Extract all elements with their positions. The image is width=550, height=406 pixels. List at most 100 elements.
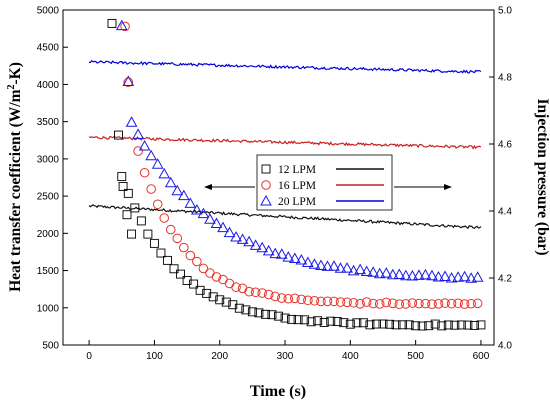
hc-point — [263, 289, 274, 300]
hc-point — [450, 320, 460, 330]
x-tick-label: 600 — [473, 351, 490, 362]
hc-point — [138, 139, 151, 151]
pressure-lines — [88, 59, 482, 230]
hc-point — [463, 320, 473, 330]
arrow-left — [204, 184, 255, 190]
hc-point — [290, 293, 300, 304]
hc-point — [276, 293, 287, 303]
hc-point — [440, 298, 450, 308]
hc-point — [115, 19, 128, 31]
hc-point — [358, 318, 368, 328]
hc-point — [293, 315, 303, 325]
y-right-tick-label: 4.2 — [498, 274, 512, 285]
hc-point — [169, 264, 179, 274]
hc-point — [210, 217, 223, 228]
pressure-line — [89, 59, 482, 74]
hc-point — [387, 298, 398, 309]
hc-point — [117, 172, 127, 182]
hc-point — [432, 270, 445, 282]
hc-point — [329, 296, 339, 307]
hc-point — [202, 288, 212, 298]
hc-point — [224, 278, 235, 289]
x-axis: 0 100 200 300 400 500 600 — [86, 340, 490, 362]
hc-point — [430, 319, 440, 329]
hc-point — [250, 287, 261, 298]
hc-point — [125, 116, 138, 127]
hc-point — [123, 188, 133, 198]
hc-point — [204, 213, 216, 224]
y-left-tick-label: 500 — [42, 341, 59, 352]
y-left-tick-label: 1000 — [37, 303, 60, 314]
hc-point — [433, 298, 444, 309]
hc-point — [236, 233, 249, 244]
hc-point — [234, 303, 244, 313]
y-left-tick-label: 4000 — [37, 80, 60, 91]
hc-point — [296, 294, 307, 305]
hc-point — [283, 293, 294, 304]
hc-point — [295, 254, 308, 265]
hc-point — [401, 299, 411, 309]
hc-point — [355, 299, 365, 309]
hc-point — [469, 320, 479, 330]
hc-point — [465, 272, 477, 283]
hc-point — [217, 221, 229, 233]
hc-point — [319, 317, 329, 327]
hc-point — [322, 296, 333, 307]
hc-point — [453, 298, 463, 309]
hc-point — [437, 321, 447, 331]
x-tick-label: 300 — [277, 351, 294, 362]
hc-point — [152, 199, 163, 210]
pressure-line — [88, 204, 482, 230]
hc-point — [424, 321, 434, 331]
arrow-right — [394, 184, 452, 190]
legend-marker — [261, 164, 271, 174]
hc-point — [378, 319, 388, 329]
hc-point — [458, 270, 471, 282]
hc-point — [280, 313, 290, 323]
hc-point — [341, 262, 353, 273]
hc-point — [471, 271, 484, 282]
hc-point — [427, 299, 437, 309]
hc-point — [445, 271, 458, 283]
hc-point — [374, 299, 385, 309]
hc-point — [192, 256, 202, 267]
hc-point — [309, 295, 320, 306]
hc-point — [302, 256, 314, 268]
hc-point — [176, 269, 185, 279]
hc-point — [417, 321, 427, 331]
hc-point — [306, 317, 316, 327]
hc-point — [257, 288, 267, 298]
hc-point — [244, 286, 254, 297]
hc-point — [380, 267, 393, 278]
hc-point — [215, 295, 225, 305]
hc-point — [127, 229, 137, 239]
hc-point — [184, 197, 197, 208]
legend-label: 20 LPM — [278, 196, 316, 208]
hc-point — [158, 167, 171, 179]
hc-point — [385, 319, 394, 329]
legend-item: 16 LPM — [261, 180, 384, 192]
hc-point — [145, 149, 158, 161]
hc-point — [443, 320, 453, 330]
right-y-axis: 4.0 4.2 4.4 4.6 4.8 5.0 — [489, 6, 512, 352]
hc-point — [419, 268, 432, 280]
hc-point — [247, 307, 257, 317]
hc-point — [452, 271, 464, 282]
hc-point — [393, 268, 406, 280]
hc-point — [342, 297, 352, 308]
legend-label: 16 LPM — [278, 180, 316, 192]
x-tick-label: 100 — [146, 351, 163, 362]
hc-point — [372, 319, 381, 329]
hc-point — [237, 283, 248, 294]
hc-point — [420, 298, 431, 309]
hc-point — [231, 282, 241, 293]
hc-point — [156, 248, 166, 258]
hc-point — [122, 75, 135, 86]
hc-point — [185, 250, 196, 261]
hc-point — [321, 260, 334, 271]
hc-point — [404, 320, 414, 330]
hc-point — [163, 255, 172, 265]
y-right-tick-label: 4.4 — [498, 207, 512, 218]
hc-point — [282, 251, 295, 262]
